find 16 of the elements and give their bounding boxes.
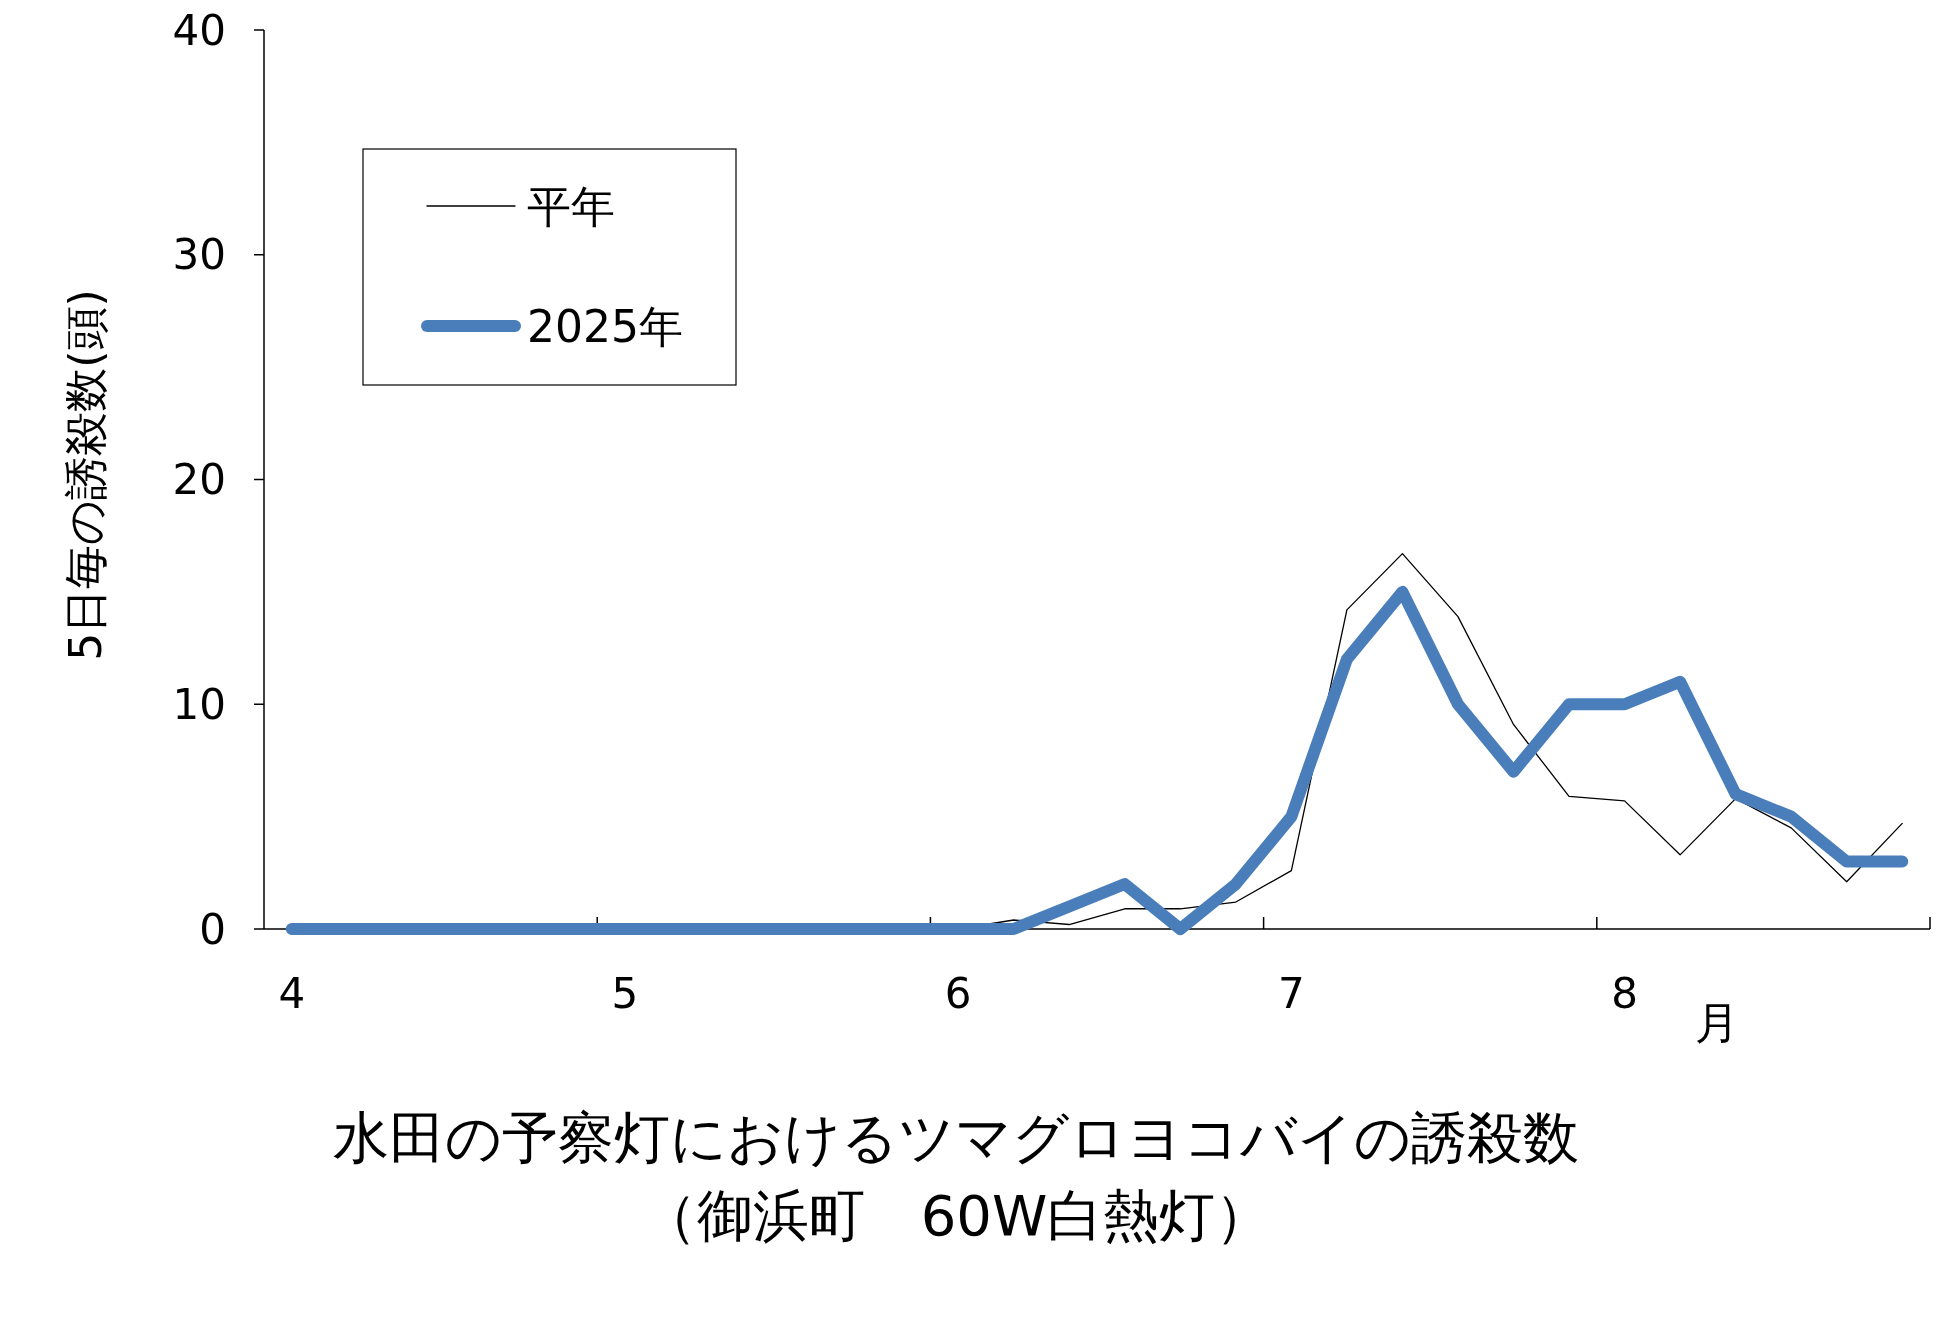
text: 水田の予察灯におけるツマグロヨコバイの誘殺数 (333, 1104, 1579, 1170)
legend-label: 2025年 (527, 300, 683, 352)
text: （御浜町 60W白熱灯） (640, 1182, 1272, 1248)
y-tick-label: 0 (199, 904, 226, 954)
x-axis-title: 月 (1695, 996, 1739, 1048)
x-tick-label: 5 (611, 968, 639, 1018)
y-tick-label: 10 (172, 679, 226, 729)
legend-label: 平年 (527, 180, 615, 232)
x-tick-label: 6 (944, 968, 972, 1018)
y-tick-label: 20 (172, 455, 226, 504)
y-axis-title: 5日毎の誘殺数(頭) (59, 289, 111, 661)
y-tick-label: 30 (172, 230, 226, 280)
x-tick-label: 4 (278, 968, 306, 1018)
x-tick-label: 8 (1611, 968, 1638, 1018)
y-tick-label: 40 (172, 5, 226, 55)
x-tick-label: 7 (1278, 968, 1305, 1018)
